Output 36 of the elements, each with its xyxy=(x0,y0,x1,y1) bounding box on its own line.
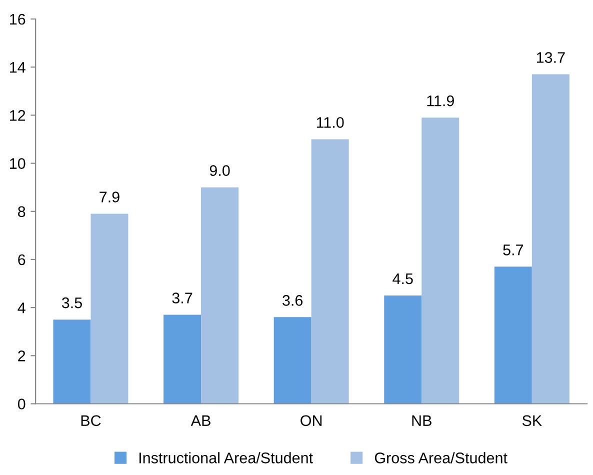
y-tick-label: 14 xyxy=(10,62,26,73)
bar xyxy=(53,320,91,404)
text: 3.7 xyxy=(172,292,192,304)
y-tick-label: 4 xyxy=(18,302,26,314)
y-tick-label: 16 xyxy=(10,14,26,25)
text: 3.5 xyxy=(62,297,82,308)
x-tick-label: ON xyxy=(300,415,322,426)
bar xyxy=(384,296,422,404)
bar xyxy=(201,187,239,404)
y-tick-label: 12 xyxy=(10,110,26,121)
x-tick-label: SK xyxy=(522,415,542,426)
x-tick-label: AB xyxy=(190,415,210,426)
bar xyxy=(164,314,202,404)
bar xyxy=(311,139,349,404)
y-tick-label: 6 xyxy=(18,254,26,266)
text: 11.9 xyxy=(427,95,454,106)
y-tick-label: 0 xyxy=(18,398,26,410)
y-tick-label: 2 xyxy=(18,350,26,362)
bar xyxy=(532,74,570,404)
bar xyxy=(90,214,128,404)
bar xyxy=(422,118,460,404)
x-tick-label: BC xyxy=(81,415,101,426)
text: 3.6 xyxy=(282,295,303,306)
text: 11.0 xyxy=(316,117,344,128)
bar xyxy=(494,266,532,404)
text: 4.5 xyxy=(392,274,413,284)
y-tick-label: 10 xyxy=(10,158,26,169)
legend-label: Instructional Area/Student xyxy=(140,452,313,464)
y-tick-label: 8 xyxy=(18,206,26,218)
legend-label: Gross Area/Student xyxy=(374,452,508,464)
bar xyxy=(274,317,312,404)
text: 9.0 xyxy=(210,165,230,176)
x-tick-label: NB xyxy=(412,415,432,426)
text: 7.9 xyxy=(100,192,120,202)
text: 5.7 xyxy=(503,244,524,256)
text: 13.7 xyxy=(536,52,565,63)
